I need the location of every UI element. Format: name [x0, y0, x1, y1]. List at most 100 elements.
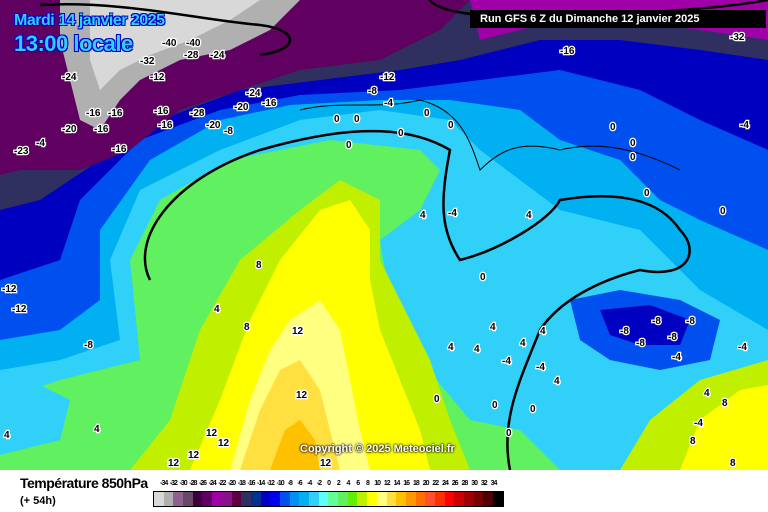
color-swatch [241, 492, 251, 506]
contour-label: -4 [384, 98, 393, 109]
scale-label: -18 [237, 480, 246, 487]
contour-label: 0 [334, 114, 340, 125]
scale-label: 24 [442, 480, 449, 487]
color-swatch [338, 492, 348, 506]
contour-label: -32 [730, 32, 745, 43]
legend-footer: Température 850hPa (+ 54h) -34 -32 -30 -28-… [0, 470, 768, 512]
scale-label: -10 [276, 480, 285, 487]
contour-label: 12 [320, 458, 332, 469]
contour-label: -24 [62, 72, 77, 83]
contour-label: 4 [474, 344, 480, 355]
contour-label: 12 [218, 438, 230, 449]
color-scale [153, 491, 504, 507]
contour-label: 8 [690, 436, 696, 447]
scale-label: 12 [383, 480, 391, 487]
color-swatch [396, 492, 406, 506]
color-swatch [444, 492, 455, 506]
contour-label: -24 [246, 88, 261, 99]
scale-label: 16 [403, 480, 410, 487]
contour-label: 12 [292, 326, 304, 337]
contour-label: -8 [224, 126, 233, 137]
scale-label: -24 [208, 480, 217, 487]
scale-label: 2 [336, 480, 341, 487]
color-scale-labels: -34 -32 -30 -28 -26 -24 -22 -20 -18 -16 -14 -12 -10-… [153, 479, 513, 489]
color-swatch [231, 492, 242, 506]
contour-label: 0 [630, 138, 636, 149]
color-swatch [425, 492, 435, 506]
contour-label: 8 [244, 322, 250, 333]
contour-label: -4 [672, 352, 681, 363]
scale-label: 18 [412, 480, 420, 487]
band-orange [270, 420, 320, 470]
contour-label: -4 [740, 120, 749, 131]
color-swatch [473, 492, 484, 506]
contour-label: -12 [150, 72, 165, 83]
contour-label: 4 [490, 322, 496, 333]
color-swatch [260, 492, 271, 506]
contour-labels: -40 -40-32-28 -24-24 -12-24-20 -16-12-8-4-16… [1, 31, 751, 470]
contour-label: -8 [636, 338, 645, 349]
color-swatch [289, 492, 300, 506]
contour-label: 0 [424, 108, 430, 119]
contour-label: -12 [12, 304, 27, 315]
contour-label: 4 [526, 210, 532, 221]
color-swatch [493, 492, 503, 506]
contour-label: -24 [210, 50, 225, 61]
contour-label: 12 [168, 458, 180, 469]
contour-label: 0 [492, 400, 498, 411]
contour-label: 0 [506, 428, 512, 439]
contour-label: 12 [188, 450, 200, 461]
scale-label: 0 [327, 480, 331, 487]
contour-label: 4 [554, 376, 560, 387]
contour-label: 0 [644, 188, 650, 199]
temperature-850hpa-map: -40 -40-32-28 -24-24 -12-24-20 -16-12-8-4-16… [0, 0, 768, 470]
color-swatch [464, 492, 474, 506]
contour-label: -4 [694, 418, 703, 429]
color-swatch [347, 492, 358, 506]
contour-label: 8 [722, 398, 728, 409]
contour-label: 0 [720, 206, 726, 217]
scale-label: -22 [218, 480, 226, 487]
scale-label: 14 [393, 480, 401, 487]
scale-label: -16 [247, 480, 255, 487]
color-swatch [183, 492, 193, 506]
color-swatch [154, 492, 164, 506]
color-swatch [250, 492, 261, 506]
coastline [299, 99, 681, 171]
scale-label: -12 [266, 480, 275, 487]
contour-label: -20 [62, 124, 77, 135]
contour-label: -8 [668, 332, 677, 343]
contour-label: -23 [14, 146, 29, 157]
scale-label: -34 [160, 480, 168, 487]
contour-label: 0 [630, 152, 636, 163]
color-swatch [357, 492, 368, 506]
color-swatch [309, 492, 319, 506]
contour-label: -4 [738, 342, 747, 353]
scale-label: -4 [307, 480, 312, 487]
color-swatch [318, 492, 329, 506]
contour-label: 0 [354, 114, 360, 125]
scale-label: 6 [356, 480, 360, 487]
scale-label: -28 [189, 480, 197, 487]
scale-label: 10 [374, 480, 381, 487]
contour-label: 4 [520, 338, 526, 349]
contour-label: -20 [234, 102, 249, 113]
forecast-time: 13:00 locale [14, 31, 133, 56]
forecast-date: Mardi 14 janvier 2025 [14, 12, 165, 29]
contour-label: 0 [398, 128, 404, 139]
contour-label: -40 [186, 38, 201, 49]
contour-label: 0 [346, 140, 352, 151]
color-swatch [192, 492, 203, 506]
copyright-label: Copyright © 2025 Meteociel.fr [300, 443, 455, 455]
scale-label: -6 [297, 480, 302, 487]
contour-label: -8 [652, 316, 661, 327]
contour-label: 4 [448, 342, 454, 353]
contour-label: -28 [190, 108, 205, 119]
legend-subtitle: (+ 54h) [20, 495, 56, 507]
contour-label: -8 [84, 340, 93, 351]
color-swatch [163, 492, 174, 506]
contour-label: -4 [536, 362, 545, 373]
zero-isotherm [143, 129, 691, 470]
color-swatch [405, 492, 416, 506]
contour-label: -12 [2, 284, 17, 295]
